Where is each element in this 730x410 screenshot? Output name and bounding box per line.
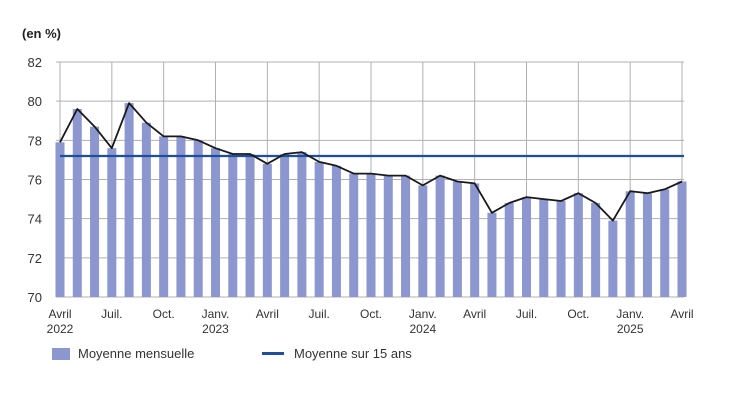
bar	[573, 193, 583, 297]
x-tick-label: Juil.	[516, 307, 537, 321]
x-tick-label-line: Oct.	[360, 307, 382, 321]
x-tick-label-line: 2025	[617, 322, 644, 336]
bar	[470, 183, 480, 297]
x-tick-label-line: Avril	[48, 307, 71, 321]
bar	[591, 203, 601, 297]
bar	[90, 126, 100, 297]
x-tick-label: Oct.	[153, 307, 175, 321]
bar	[314, 161, 324, 297]
bar	[280, 154, 290, 297]
x-tick-label: Janv. 2024	[409, 307, 437, 336]
bar	[211, 148, 220, 297]
monthly-line-group	[59, 102, 683, 222]
unit-label: (en %)	[22, 26, 61, 41]
legend-line-swatch	[262, 352, 284, 355]
legend-bar-swatch	[52, 347, 70, 360]
monthly-line	[59, 102, 683, 222]
x-tick-label-line: Avril	[670, 307, 693, 321]
bar	[366, 173, 376, 297]
bar	[418, 185, 428, 297]
bar	[124, 103, 134, 297]
bar	[522, 197, 531, 297]
bar	[660, 189, 670, 297]
y-tick-label: 78	[28, 133, 42, 148]
y-tick-label: 76	[28, 173, 42, 188]
bar	[193, 140, 203, 297]
bar	[487, 212, 497, 297]
bar	[72, 109, 82, 297]
legend-label-monthly: Moyenne mensuelle	[78, 346, 195, 361]
bar	[331, 165, 341, 297]
y-tick-label: 70	[28, 290, 42, 305]
x-tick-label: Avril	[463, 307, 486, 321]
x-tick-label: Avril 2022	[47, 307, 74, 336]
bar	[349, 173, 359, 297]
x-tick-label: Juil.	[308, 307, 329, 321]
bar	[642, 193, 652, 297]
x-tick-label: Avril	[670, 307, 693, 321]
x-tick-label-line: 2024	[409, 322, 436, 336]
x-tick-label-line: Avril	[256, 307, 279, 321]
bar	[608, 220, 618, 297]
x-tick-label-line: Janv.	[616, 307, 644, 321]
x-tick-label-line: Janv.	[409, 307, 437, 321]
bar	[159, 136, 169, 297]
bars	[55, 103, 687, 297]
legend-item-monthly: Moyenne mensuelle	[52, 346, 194, 361]
bar	[176, 136, 186, 297]
bar	[452, 181, 462, 297]
x-tick-label-line: Oct.	[567, 307, 589, 321]
x-tick-label: Oct.	[567, 307, 589, 321]
x-tick-label-line: Oct.	[153, 307, 175, 321]
y-tick-label: 72	[28, 251, 42, 266]
bar	[228, 154, 238, 297]
legend-item-average: Moyenne sur 15 ans	[262, 346, 412, 361]
bar	[55, 142, 65, 297]
bar	[677, 181, 687, 297]
x-tick-label: Janv. 2025	[616, 307, 644, 336]
x-tick-label-line: 2023	[202, 322, 229, 336]
bar	[141, 122, 151, 297]
y-tick-label: 82	[28, 55, 42, 70]
y-tick-label: 80	[28, 94, 42, 109]
bar	[245, 154, 255, 297]
bar	[401, 175, 411, 297]
x-tick-label: Juil.	[101, 307, 122, 321]
x-tick-label-line: 2022	[47, 322, 74, 336]
bar	[297, 152, 307, 297]
x-tick-label-line: Juil.	[308, 307, 329, 321]
x-tick-label: Avril	[256, 307, 279, 321]
x-tick-label-line: Juil.	[101, 307, 122, 321]
y-tick-label: 74	[28, 212, 42, 227]
bar	[435, 175, 445, 297]
x-tick-label: Janv. 2023	[202, 307, 230, 336]
legend-label-average: Moyenne sur 15 ans	[294, 346, 412, 361]
y-tick-labels: 70 72 74 76 78 80 82	[28, 55, 42, 305]
x-tick-label-line: Janv.	[202, 307, 230, 321]
bar	[262, 163, 272, 297]
bar	[556, 201, 566, 297]
bar	[107, 148, 117, 297]
x-tick-label-line: Juil.	[516, 307, 537, 321]
x-tick-label: Oct.	[360, 307, 382, 321]
legend: Moyenne mensuelle Moyenne sur 15 ans	[40, 346, 720, 370]
bar	[625, 191, 635, 297]
bar	[539, 199, 549, 297]
bar	[504, 203, 514, 297]
x-tick-label-line: Avril	[463, 307, 486, 321]
bar	[383, 175, 393, 297]
